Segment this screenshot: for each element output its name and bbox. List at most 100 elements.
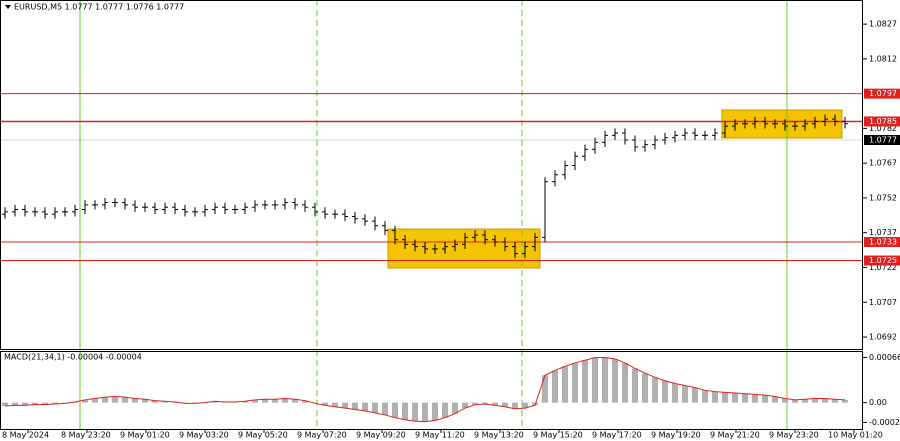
macd-bar <box>92 398 98 403</box>
macd-bar <box>472 402 478 405</box>
macd-bar <box>502 402 508 407</box>
macd-bar <box>722 392 728 403</box>
macd-bar <box>512 402 518 409</box>
macd-bar <box>422 402 428 422</box>
x-tick-label: 8 May 23:20 <box>61 431 111 440</box>
menu-arrow[interactable] <box>5 5 11 9</box>
macd-bar <box>592 357 598 403</box>
macd-bar <box>342 402 348 409</box>
macd-bar <box>552 370 558 403</box>
macd-bar <box>762 395 768 403</box>
x-tick-label: 9 May 15:20 <box>533 431 583 440</box>
y-tick-label: 1.0827 <box>869 20 897 29</box>
macd-bar <box>362 402 368 411</box>
x-tick-label: 9 May 05:20 <box>238 431 288 440</box>
macd-frame <box>0 351 863 430</box>
macd-bar <box>462 402 468 409</box>
macd-bar <box>22 402 28 406</box>
macd-bar <box>792 399 798 403</box>
x-tick-label: 9 May 23:20 <box>769 431 819 440</box>
macd-bar <box>542 375 548 403</box>
macd-bar <box>162 401 168 403</box>
level-label-bg <box>864 88 900 99</box>
range-box <box>387 228 541 269</box>
macd-bar <box>122 397 128 403</box>
macd-bar <box>652 377 658 403</box>
macd-line <box>4 356 846 423</box>
level-label-bg <box>864 236 900 247</box>
plot: 1.0692 1.0707 1.0722 1.0737 1.0752 1.0767 1.07… <box>0 20 900 440</box>
macd-bar <box>822 398 828 403</box>
macd-bar <box>692 387 698 403</box>
macd-bar <box>562 366 568 403</box>
macd-bar <box>42 402 48 405</box>
macd-bar <box>392 402 398 418</box>
x-tick-label: 8 May 2024 <box>2 431 49 440</box>
macd-bar <box>402 402 408 420</box>
macd-bar <box>372 402 378 413</box>
macd-bar <box>102 397 108 403</box>
macd-bar <box>82 399 88 403</box>
macd-bar <box>622 362 628 403</box>
y-tick-label: 1.0737 <box>869 228 897 237</box>
macd-bar <box>572 362 578 403</box>
macd-bar <box>382 402 388 415</box>
macd-bar <box>412 402 418 422</box>
macd-title: MACD(21,34,1) -0.00004 -0.00004 <box>4 353 142 362</box>
macd-bar <box>292 399 298 403</box>
x-tick-label: 9 May 11:20 <box>415 431 465 440</box>
x-tick-label: 10 May 01:20 <box>828 431 883 440</box>
macd-bar <box>2 402 8 407</box>
chart-title: EURUSD,M5 1.0777 1.0777 1.0776 1.0777 <box>14 3 184 12</box>
level-label-bg <box>864 255 900 266</box>
macd-bar <box>302 400 308 403</box>
y-tick-label: 1.0692 <box>869 333 897 342</box>
macd-bar <box>432 402 438 421</box>
macd-bar <box>352 402 358 410</box>
macd-bar <box>322 402 328 406</box>
macd-bar <box>152 400 158 403</box>
macd-bar <box>712 391 718 403</box>
macd-bar <box>142 399 148 403</box>
macd-bar <box>332 402 338 407</box>
macd-bar <box>582 360 588 403</box>
y-tick-label: 0.00 <box>869 398 887 407</box>
macd-bar <box>832 399 838 403</box>
level-label: 1.0733 <box>869 237 897 246</box>
level-label-bg <box>864 116 900 127</box>
y-tick-label: 1.0767 <box>869 159 897 168</box>
macd-bar <box>772 396 778 403</box>
macd-bar <box>732 393 738 403</box>
macd-bar <box>842 399 848 403</box>
macd-bar <box>262 399 268 403</box>
macd-bar <box>802 399 808 403</box>
y-tick-label: 1.0782 <box>869 124 897 133</box>
y-tick-label: 1.0707 <box>869 298 897 307</box>
macd-bar <box>662 380 668 403</box>
macd-bar <box>242 401 248 403</box>
macd-bar <box>252 399 258 403</box>
x-tick-label: 9 May 13:20 <box>474 431 524 440</box>
x-tick-label: 9 May 03:20 <box>179 431 229 440</box>
x-tick-label: 9 May 01:20 <box>120 431 170 440</box>
macd-bar <box>112 396 118 403</box>
x-tick-label: 9 May 09:20 <box>356 431 406 440</box>
current-price-bg <box>864 135 900 145</box>
current-price-label: 1.0777 <box>869 136 897 145</box>
macd-bar <box>602 357 608 403</box>
macd-bar <box>132 398 138 403</box>
macd-bar <box>452 402 458 414</box>
level-label: 1.0797 <box>869 89 897 98</box>
macd-bar <box>782 398 788 403</box>
macd-bar <box>282 398 288 403</box>
macd-bar <box>702 390 708 403</box>
y-tick-label: -0.00029 <box>869 418 900 427</box>
macd-bar <box>682 385 688 403</box>
y-tick-label: 0.00066 <box>869 353 900 362</box>
x-tick-label: 9 May 17:20 <box>592 431 642 440</box>
macd-bar <box>642 373 648 403</box>
level-label: 1.0785 <box>869 117 897 126</box>
macd-bar <box>212 401 218 403</box>
